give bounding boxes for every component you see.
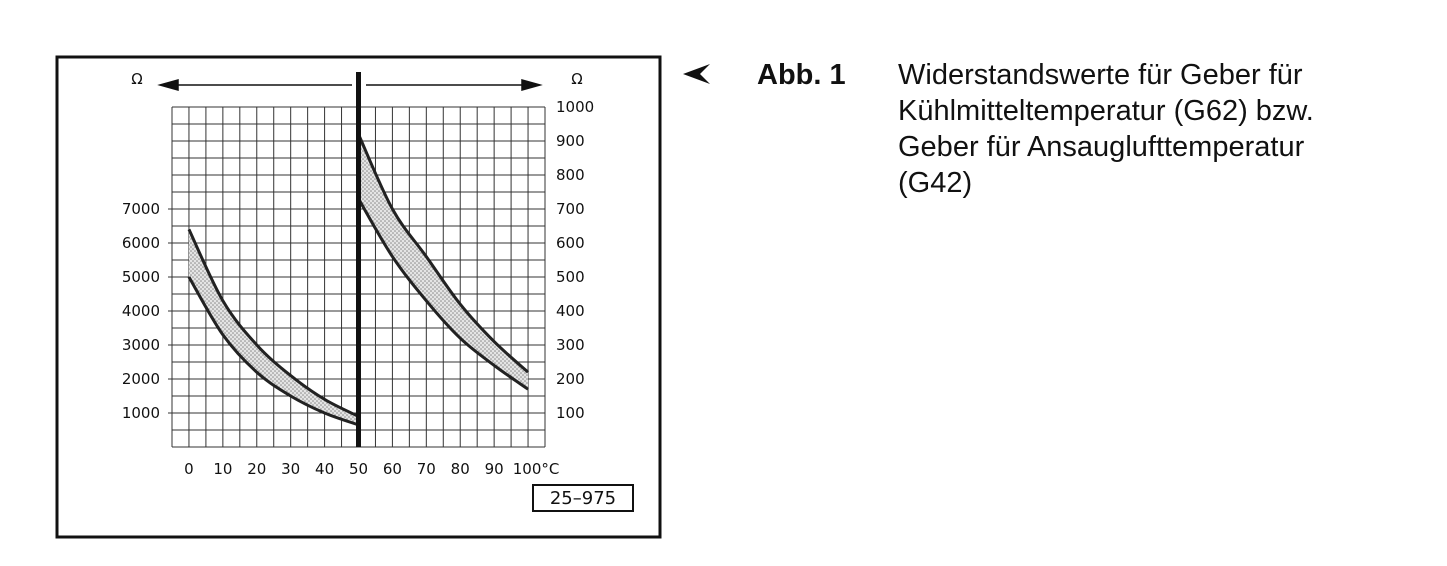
x-tick-label: 20 (247, 460, 266, 478)
x-tick-label: 60 (383, 460, 402, 478)
y2-tick-label: 700 (556, 200, 585, 218)
x-tick-label: 100°C (513, 460, 560, 478)
x-tick-label: 70 (417, 460, 436, 478)
y2-tick-label: 600 (556, 234, 585, 252)
y2-tick-label: 500 (556, 268, 585, 286)
pointer-arrow (683, 64, 710, 84)
y-tick-label: 1000 (122, 404, 160, 422)
y2-axis-label: Ω (571, 70, 582, 88)
caption-line: Kühlmitteltemperatur (G62) bzw. (898, 95, 1314, 127)
y-tick-label: 7000 (122, 200, 160, 218)
x-tick-label: 30 (281, 460, 300, 478)
y2-tick-label: 1000 (556, 98, 594, 116)
axis-arrows (157, 79, 543, 91)
y2-tick-label: 200 (556, 370, 585, 388)
tolerance-band (188, 229, 359, 425)
tolerance-band (358, 134, 529, 390)
curve (357, 198, 529, 391)
y2-tick-label: 800 (556, 166, 585, 184)
y2-tick-label: 900 (556, 132, 585, 150)
y2-tick-label: 400 (556, 302, 585, 320)
y-tick-label: 6000 (122, 234, 160, 252)
y-tick-label: 4000 (122, 302, 160, 320)
y-axis-label: Ω (131, 70, 142, 88)
y2-tick-label: 300 (556, 336, 585, 354)
y2-tick-label: 100 (556, 404, 585, 422)
caption-label: Abb. 1 (757, 59, 846, 91)
x-tick-label: 40 (315, 460, 334, 478)
x-tick-label: 50 (349, 460, 368, 478)
curve (187, 228, 360, 418)
x-tick-label: 80 (451, 460, 470, 478)
x-tick-label: 10 (213, 460, 232, 478)
figure-frame (55, 55, 662, 539)
caption-line: (G42) (898, 167, 972, 199)
caption-line: Geber für Ansauglufttemperatur (898, 131, 1305, 163)
x-tick-label: 0 (184, 460, 194, 478)
figure-code: 25–975 (550, 488, 616, 509)
curve (187, 276, 359, 427)
code-box (532, 484, 634, 512)
curve (357, 133, 530, 374)
caption-line: Widerstandswerte für Geber für (898, 59, 1303, 91)
plot: 0 10 20 30 40 50 60 70 80 90 100°C 1000 2000 3000 4000… (122, 72, 594, 478)
x-tick-label: 90 (485, 460, 504, 478)
caption: Widerstandswerte für Geber für Kühlmittel… (898, 59, 1314, 199)
y-tick-label: 2000 (122, 370, 160, 388)
y-tick-label: 3000 (122, 336, 160, 354)
y-tick-label: 5000 (122, 268, 160, 286)
